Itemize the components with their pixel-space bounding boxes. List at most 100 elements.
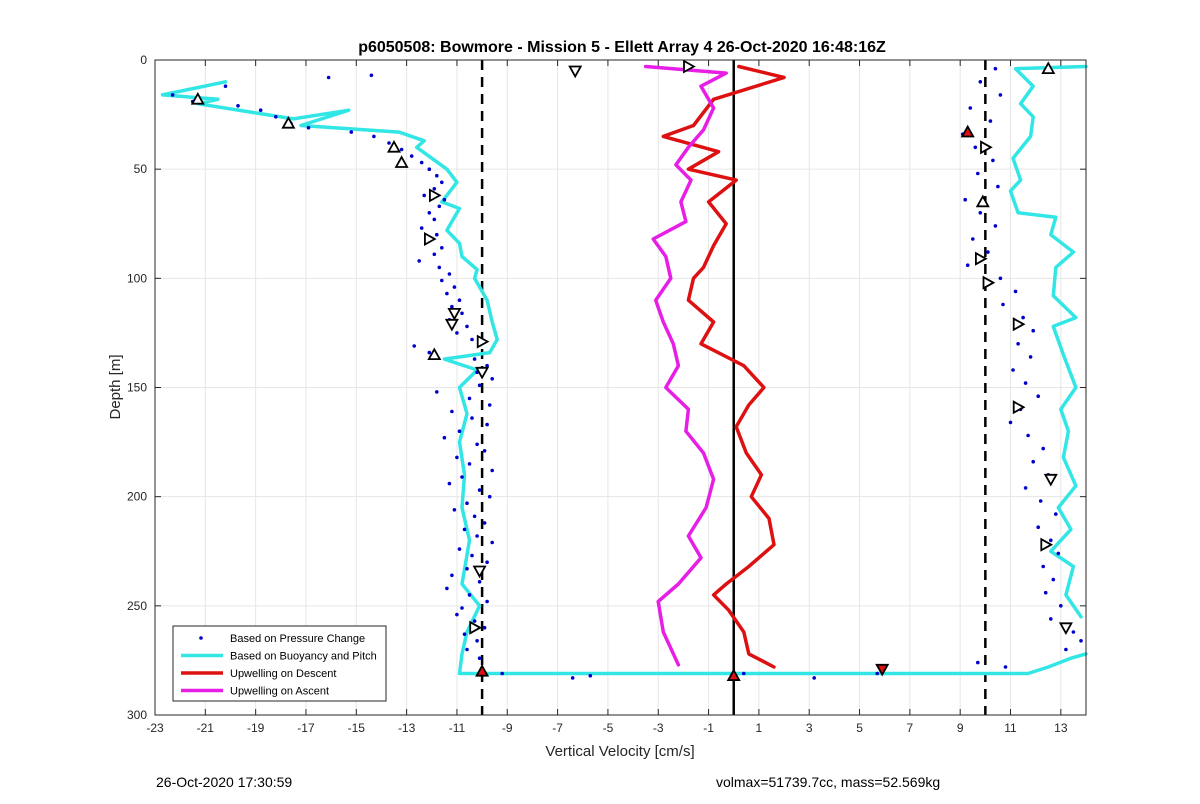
- event-marker: [960, 124, 975, 138]
- event-marker: [1041, 61, 1056, 74]
- event-marker: [1012, 400, 1026, 415]
- upwelling-on-descent-line: [661, 64, 786, 669]
- pressure-point: [1011, 368, 1015, 372]
- pressure-point: [467, 462, 472, 466]
- pressure-point: [1038, 499, 1043, 503]
- pressure-point: [450, 573, 454, 578]
- pressure-point: [812, 676, 816, 680]
- pressure-point: [170, 93, 175, 97]
- event-marker: [444, 318, 459, 332]
- event-marker: [427, 347, 442, 361]
- pressure-point: [419, 226, 424, 230]
- pressure-point: [462, 527, 467, 532]
- pressure-point: [976, 171, 980, 176]
- y-tick-label: 50: [134, 162, 148, 176]
- pressure-point: [465, 501, 469, 506]
- pressure-point: [487, 494, 492, 499]
- pressure-point: [485, 363, 489, 368]
- pressure-point: [477, 488, 482, 492]
- chart-title: p6050508: Bowmore - Mission 5 - Ellett A…: [358, 39, 886, 56]
- pressure-point: [417, 259, 422, 263]
- pressure-point: [1008, 420, 1013, 425]
- pressure-point: [1071, 630, 1076, 634]
- pressure-point: [470, 553, 474, 558]
- pressure-point: [450, 409, 454, 414]
- pressure-point: [419, 160, 424, 165]
- x-axis-label: Vertical Velocity [cm/s]: [545, 743, 694, 760]
- pressure-point: [482, 521, 487, 525]
- event-marker: [475, 366, 490, 380]
- pressure-point: [470, 416, 474, 420]
- pressure-point: [490, 540, 495, 545]
- pressure-point: [485, 422, 489, 427]
- x-tick-label: -23: [146, 721, 164, 735]
- pressure-point: [993, 66, 998, 71]
- legend-label: Upwelling on Ascent: [230, 686, 329, 698]
- pressure-point: [457, 429, 462, 434]
- event-marker: [683, 59, 696, 74]
- pressure-point: [1036, 525, 1040, 529]
- pressure-point: [477, 580, 482, 584]
- pressure-point: [445, 586, 449, 591]
- event-marker: [875, 663, 890, 677]
- pressure-point: [1041, 446, 1045, 451]
- pressure-point: [437, 204, 442, 209]
- legend: Based on Pressure Change Based on Buoyanc…: [172, 625, 387, 702]
- x-tick-label: -5: [603, 721, 614, 735]
- legend-box: [172, 625, 387, 702]
- pressure-point: [487, 403, 492, 407]
- footer-mass-info: volmax=51739.7cc, mass=52.569kg: [716, 774, 941, 790]
- pressure-point: [442, 435, 447, 440]
- pressure-point: [460, 475, 464, 479]
- x-tick-label: 5: [856, 721, 863, 735]
- pressure-point: [968, 106, 973, 110]
- pressure-point: [998, 276, 1003, 281]
- event-marker: [1040, 537, 1054, 552]
- event-marker: [190, 91, 205, 105]
- x-tick-label: -13: [398, 721, 416, 735]
- x-tick-label: -3: [653, 721, 664, 735]
- pressure-point: [440, 246, 444, 250]
- pressure-point: [445, 291, 449, 296]
- pressure-point: [455, 612, 459, 617]
- x-tick-label: -11: [449, 721, 466, 735]
- pressure-point: [996, 184, 1000, 189]
- series-layer: [160, 64, 1088, 676]
- pressure-point: [978, 211, 983, 215]
- pressure-point: [427, 350, 432, 355]
- pressure-point: [475, 534, 479, 538]
- pressure-point: [1028, 355, 1033, 359]
- pressure-point: [490, 377, 495, 381]
- pressure-point: [1016, 342, 1020, 346]
- pressure-point: [1036, 394, 1040, 399]
- pressure-point: [1049, 617, 1053, 621]
- pressure-point: [1041, 564, 1045, 569]
- pressure-point: [236, 104, 240, 108]
- pressure-point: [472, 619, 477, 623]
- pressure-point: [435, 232, 439, 237]
- based-on-buoyancy-and-pitch-line: [160, 80, 1088, 676]
- pressure-point: [432, 252, 437, 257]
- pressure-point: [482, 449, 487, 453]
- pressure-point: [427, 211, 432, 215]
- pressure-point: [965, 263, 970, 268]
- pressure-point: [450, 304, 454, 309]
- pressure-point: [435, 390, 439, 394]
- pressure-point: [432, 217, 437, 222]
- x-tick-label: -1: [703, 721, 714, 735]
- y-tick-label: 150: [127, 381, 147, 395]
- pressure-point: [457, 547, 462, 551]
- reference-lines: [480, 60, 987, 715]
- x-tick-label: 7: [907, 721, 914, 735]
- pressure-point: [485, 560, 489, 564]
- pressure-point: [472, 357, 477, 361]
- legend-label: Based on Pressure Change: [230, 633, 365, 645]
- x-tick-label: -17: [297, 721, 315, 735]
- pressure-point: [988, 119, 993, 123]
- pressure-point: [1023, 381, 1028, 385]
- x-tick-label: -19: [247, 721, 265, 735]
- based-on-buoyancy-and-pitch-line: [1008, 64, 1088, 619]
- pressure-point: [1031, 328, 1035, 333]
- pressure-point: [447, 481, 452, 486]
